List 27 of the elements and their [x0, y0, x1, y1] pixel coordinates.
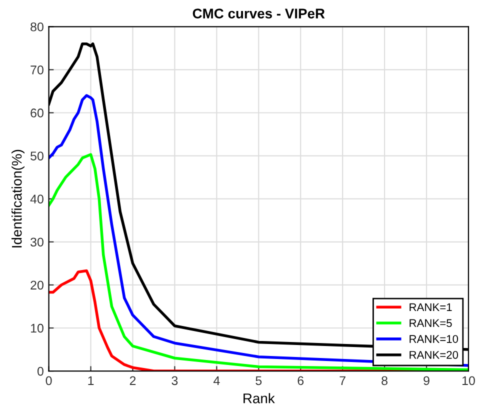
legend-label: RANK=20	[410, 350, 458, 359]
x-tick-label: 8	[382, 376, 388, 386]
y-tick-label: 0	[37, 366, 44, 376]
y-tick-label: 10	[30, 324, 44, 333]
x-tick-label: 5	[256, 376, 262, 386]
x-tick-label: 3	[172, 376, 178, 386]
legend-label: RANK=1	[410, 303, 452, 312]
y-axis-title: Identification(%)	[12, 150, 24, 248]
y-tick-label: 60	[30, 108, 44, 118]
x-tick-label: 1	[88, 376, 94, 385]
x-tick-label: 2	[130, 376, 136, 385]
x-tick-label: 9	[424, 376, 430, 386]
x-tick-label: 0	[46, 376, 52, 386]
x-tick-label: 4	[213, 376, 220, 385]
y-tick-label: 70	[30, 66, 44, 74]
y-tick-label: 40	[30, 194, 44, 204]
x-tick-label: 6	[298, 376, 304, 386]
legend-label: RANK=10	[410, 335, 458, 343]
x-axis-title: Rank	[244, 393, 275, 404]
chart-title: CMC curves - VIPeR	[192, 8, 325, 18]
y-tick-label: 80	[30, 22, 44, 32]
y-tick-label: 20	[30, 280, 44, 290]
x-tick-label: 7	[340, 376, 346, 385]
x-tick-label: 10	[462, 376, 475, 386]
y-tick-label: 50	[30, 152, 44, 160]
y-tick-label: 30	[30, 238, 44, 247]
legend-label: RANK=5	[410, 319, 452, 328]
